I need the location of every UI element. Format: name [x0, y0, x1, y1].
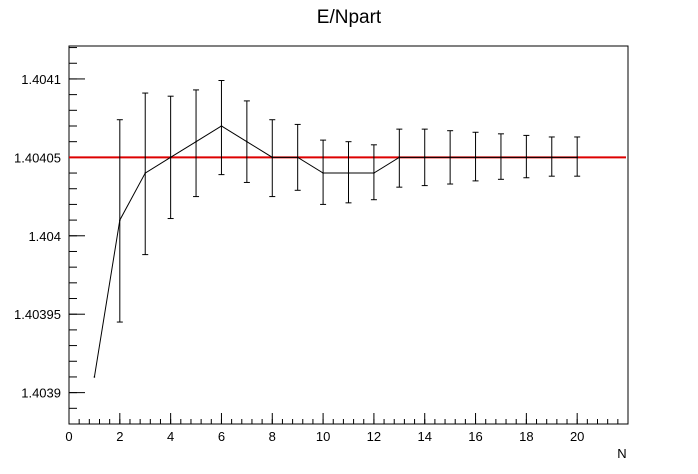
x-tick-label: 8 — [269, 429, 276, 444]
data-point — [246, 140, 248, 143]
chart-title: E/Npart — [317, 7, 382, 28]
x-tick-label: 0 — [65, 429, 72, 444]
x-tick-label: 10 — [316, 429, 330, 444]
x-tick-label: 18 — [519, 429, 533, 444]
x-tick-label: 6 — [218, 429, 225, 444]
data-point — [423, 156, 426, 159]
data-point — [322, 172, 324, 174]
x-tick-label: 2 — [116, 429, 123, 444]
x-tick-label: 14 — [417, 429, 431, 444]
data-point — [373, 172, 375, 174]
y-tick-label: 1.40395 — [14, 307, 61, 322]
y-tick-label: 1.40405 — [14, 150, 61, 165]
x-tick-label: 4 — [167, 429, 174, 444]
plot-frame — [68, 45, 629, 425]
x-axis-label: N — [617, 446, 626, 461]
data-point — [449, 156, 451, 159]
data-point — [474, 156, 477, 159]
data-point — [271, 156, 274, 159]
data-point — [576, 156, 578, 159]
error-bars — [116, 80, 581, 323]
data-point — [500, 156, 502, 159]
data-point — [550, 156, 553, 159]
series-line — [93, 125, 578, 378]
axes: 0 2 4 6 8 10 12 14 16 18 20 1.4039 1.40395 1.404 1.404… — [14, 47, 629, 444]
data-point — [398, 156, 401, 159]
x-tick-label: 12 — [367, 429, 381, 444]
x-tick-label: 16 — [468, 429, 482, 444]
data-series — [93, 125, 578, 378]
x-tick-label: 20 — [570, 429, 584, 444]
data-point — [220, 125, 223, 127]
y-tick-label: 1.4041 — [21, 72, 61, 87]
data-point — [195, 140, 197, 143]
data-point — [296, 156, 299, 159]
data-point — [119, 219, 121, 221]
data-point — [525, 156, 528, 159]
y-tick-label: 1.404 — [28, 229, 61, 244]
y-tick-label: 1.4039 — [21, 386, 61, 401]
data-point — [93, 376, 96, 378]
data-point — [169, 156, 172, 159]
data-point — [144, 172, 147, 174]
data-point — [347, 172, 350, 174]
